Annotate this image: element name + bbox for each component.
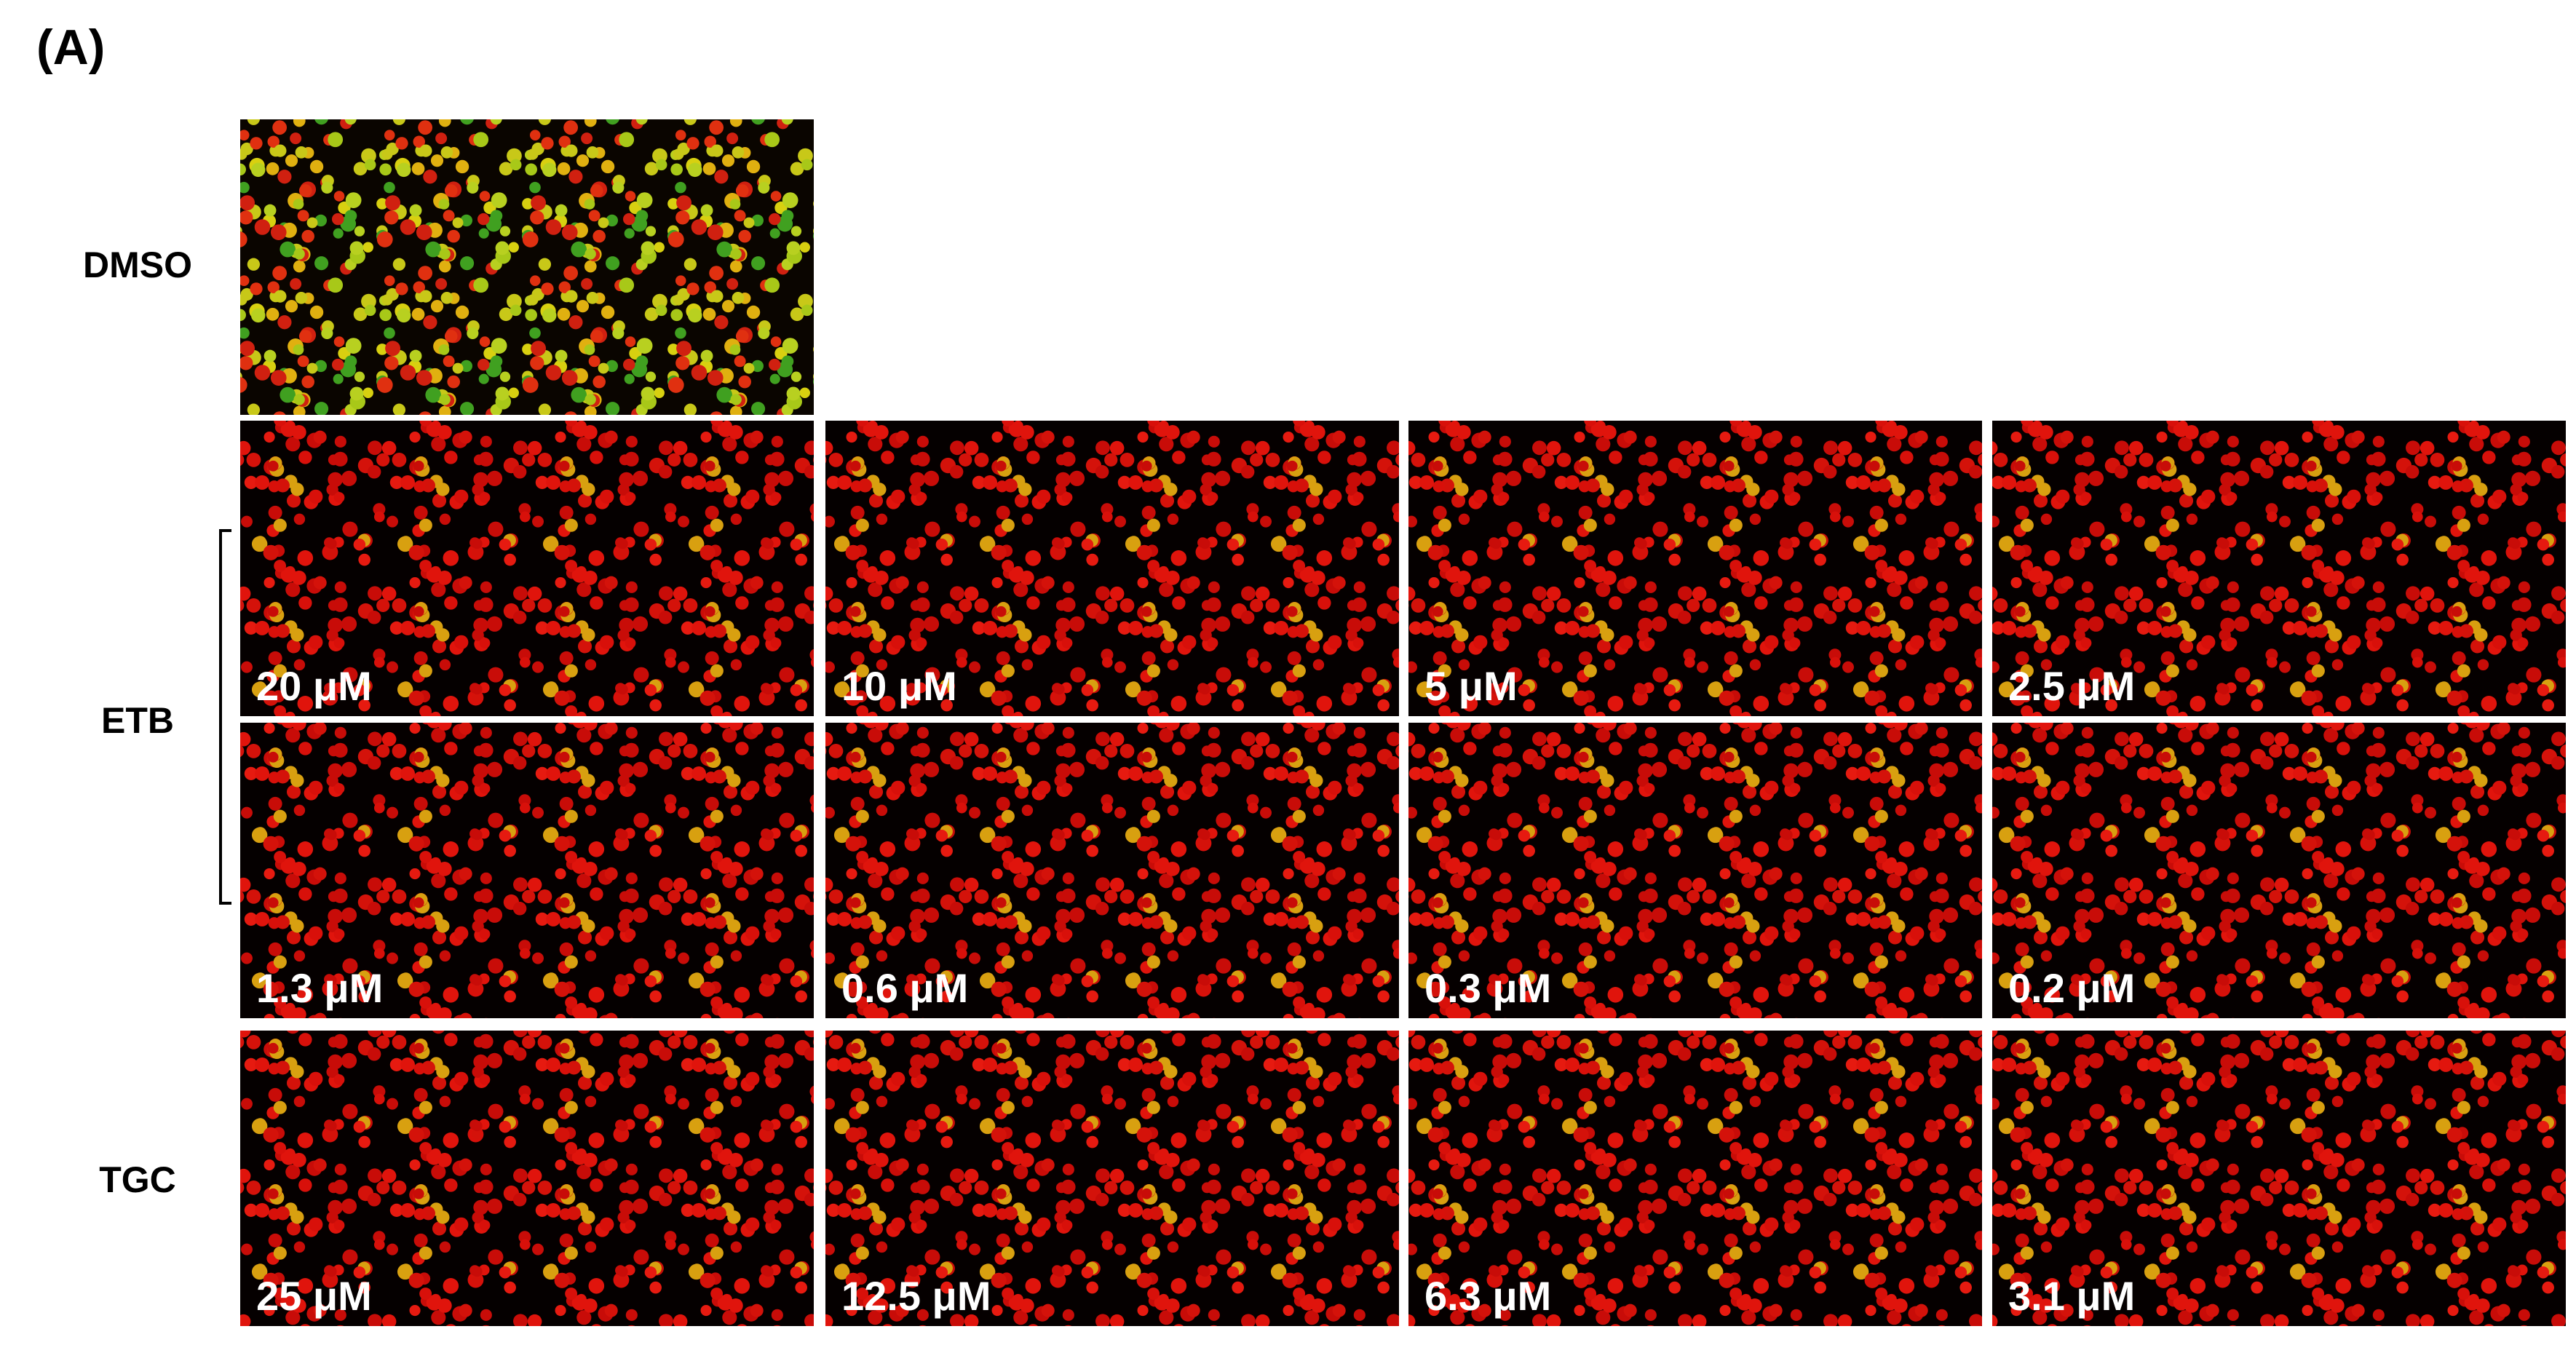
micrograph (825, 1031, 1399, 1326)
concentration-label: 3.1 μM (2008, 1273, 2135, 1319)
group-bracket (219, 529, 231, 905)
micrograph (240, 119, 814, 415)
micrograph (1992, 723, 2566, 1018)
concentration-label: 12.5 μM (841, 1273, 991, 1319)
concentration-label: 1.3 μM (256, 965, 383, 1011)
micrograph (240, 723, 814, 1018)
concentration-label: 25 μM (256, 1273, 372, 1319)
concentration-label: 5 μM (1424, 663, 1518, 709)
concentration-label: 10 μM (841, 663, 957, 709)
micrograph (1992, 1031, 2566, 1326)
micrograph (240, 1031, 814, 1326)
micrograph (1992, 421, 2566, 716)
concentration-label: 6.3 μM (1424, 1273, 1551, 1319)
concentration-label: 0.2 μM (2008, 965, 2135, 1011)
row-label: ETB (101, 700, 174, 741)
micrograph (1408, 1031, 1982, 1326)
row-label: DMSO (83, 245, 192, 285)
micrograph (1408, 421, 1982, 716)
concentration-label: 0.6 μM (841, 965, 968, 1011)
micrograph (1408, 723, 1982, 1018)
concentration-label: 2.5 μM (2008, 663, 2135, 709)
micrograph (240, 421, 814, 716)
concentration-label: 20 μM (256, 663, 372, 709)
micrograph (825, 421, 1399, 716)
row-label: TGC (99, 1159, 176, 1200)
concentration-label: 0.3 μM (1424, 965, 1551, 1011)
micrograph (825, 723, 1399, 1018)
panel-label: (A) (36, 20, 105, 75)
